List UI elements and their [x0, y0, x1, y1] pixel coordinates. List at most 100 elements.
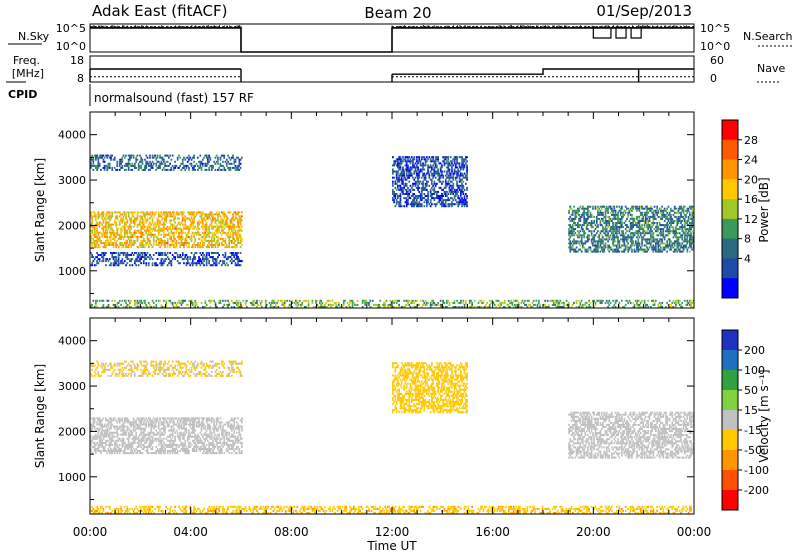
power-cell	[118, 233, 121, 236]
power-cell	[443, 156, 446, 159]
power-cell	[583, 209, 585, 212]
power-cell	[573, 242, 575, 245]
power-cell	[204, 229, 207, 232]
power-cell	[408, 168, 411, 171]
power-cell	[423, 156, 426, 159]
power-cell	[106, 233, 109, 236]
power-cell	[433, 160, 436, 163]
power-cell	[131, 211, 134, 214]
power-cell	[617, 242, 619, 245]
power-cell	[603, 228, 606, 231]
power-cell	[690, 207, 692, 210]
power-cell	[106, 235, 109, 238]
power-cell	[239, 221, 242, 224]
power-cell	[160, 229, 163, 232]
power-cell	[233, 158, 236, 161]
power-cell	[602, 250, 604, 253]
power-cell	[643, 226, 646, 229]
power-cell	[102, 154, 105, 157]
power-cell	[198, 256, 200, 259]
power-cell	[395, 174, 398, 177]
power-cell	[156, 244, 159, 246]
power-cell	[639, 234, 642, 237]
power-cell	[210, 227, 213, 230]
power-cell	[103, 225, 106, 228]
power-cell	[132, 215, 135, 218]
power-cell	[453, 299, 456, 302]
power-cell	[130, 217, 132, 220]
power-cell	[602, 246, 604, 249]
power-cell	[670, 248, 672, 251]
power-cell	[191, 246, 194, 249]
power-cell	[569, 220, 572, 222]
power-cell	[212, 239, 214, 242]
power-cell	[623, 222, 626, 224]
power-cell	[677, 217, 680, 220]
power-cell	[193, 215, 195, 218]
power-cell	[168, 231, 170, 234]
power-cell	[671, 217, 674, 220]
power-cell	[157, 225, 160, 228]
power-cell	[631, 248, 633, 251]
power-cell	[405, 203, 408, 206]
power-cell	[111, 256, 114, 259]
power-cell	[115, 231, 117, 234]
power-cell	[165, 233, 168, 236]
power-cell	[105, 260, 107, 263]
power-cell	[129, 254, 131, 256]
power-cell	[168, 156, 170, 159]
power-cell	[202, 227, 204, 230]
power-cell	[652, 246, 655, 249]
power-cell	[580, 207, 583, 210]
power-cell	[604, 220, 607, 222]
power-cell	[617, 217, 619, 220]
power-cell	[571, 209, 574, 212]
power-cell	[449, 164, 452, 167]
power-cell	[656, 238, 658, 241]
power-cell	[621, 250, 623, 253]
power-cell	[424, 182, 427, 185]
power-cell	[398, 299, 400, 302]
power-cell	[195, 211, 198, 214]
power-cell	[212, 256, 214, 259]
power-cell	[173, 211, 175, 214]
power-cell	[108, 219, 111, 222]
power-cell	[178, 227, 180, 230]
power-cell	[207, 227, 209, 230]
power-cell	[423, 164, 426, 167]
power-cell	[422, 164, 424, 167]
power-cell	[225, 215, 228, 218]
power-cell	[116, 260, 119, 263]
power-cell	[118, 235, 121, 238]
power-cell	[685, 240, 687, 243]
power-cell	[170, 166, 173, 169]
power-cell	[141, 254, 144, 256]
power-cell	[145, 244, 148, 246]
power-cell	[647, 215, 650, 218]
power-cell	[210, 242, 213, 244]
power-cell	[443, 301, 446, 304]
power-cell	[682, 248, 685, 251]
power-cell	[118, 237, 121, 240]
power-cell	[164, 217, 166, 220]
power-cell	[398, 178, 400, 181]
power-cell	[621, 222, 623, 224]
power-cell	[193, 168, 195, 171]
power-cell	[145, 262, 148, 265]
power-cell	[121, 262, 124, 265]
power-cell	[677, 236, 680, 239]
power-cell	[588, 236, 590, 239]
power-cell	[224, 237, 227, 240]
power-cell	[593, 244, 595, 247]
power-cell	[437, 156, 439, 159]
power-cell	[93, 225, 96, 228]
power-cell	[392, 156, 394, 159]
power-cell	[131, 168, 134, 171]
power-cell	[632, 232, 634, 235]
power-cell	[412, 201, 414, 204]
power-cell	[668, 211, 671, 214]
power-cell	[447, 162, 450, 165]
power-cell	[636, 207, 638, 210]
power-cell	[125, 244, 127, 246]
power-cell	[687, 246, 690, 249]
